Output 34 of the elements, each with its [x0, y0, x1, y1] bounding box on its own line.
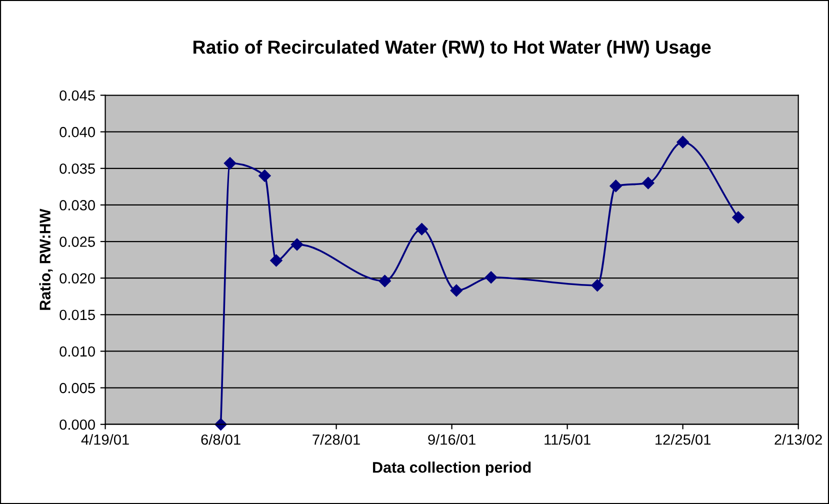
point	[732, 211, 744, 224]
x-tick-label: 9/16/01	[428, 434, 476, 445]
y-tick-label: 0.045	[60, 90, 95, 101]
x-tick-label: 11/5/01	[544, 434, 590, 445]
y-tick-label: 0.025	[60, 236, 95, 247]
point	[450, 284, 463, 297]
x-axis-title: Data collection period	[373, 462, 531, 476]
x-tick-label: 7/28/01	[312, 434, 360, 445]
y-tick-label: 0.030	[60, 200, 95, 210]
point	[290, 238, 304, 251]
y-tick-label: 0.035	[60, 163, 95, 174]
x-tick-label: 2/13/02	[774, 434, 822, 445]
point	[214, 418, 227, 430]
y-tick-label: 0.010	[60, 346, 95, 357]
point	[258, 170, 271, 182]
y-tick-label: 0.040	[60, 126, 95, 138]
point	[416, 223, 428, 236]
point	[676, 136, 689, 148]
point	[378, 274, 391, 288]
y-tick-label: 0.015	[60, 310, 95, 320]
x-tick-label: 6/8/01	[201, 434, 240, 445]
y-tick-label: 0.005	[60, 382, 95, 394]
y-axis-title: Ratio, RW:HW	[39, 208, 53, 310]
point	[610, 180, 622, 192]
x-tick-label: 4/19/01	[81, 434, 129, 445]
y-tick-label: 0.020	[60, 273, 95, 284]
y-tick-label: 0.000	[60, 419, 95, 430]
point	[224, 157, 236, 170]
chart-title: Ratio of Recirculated Water (RW) to Hot Water (HW) Usage	[194, 40, 711, 58]
point	[642, 176, 654, 190]
point	[270, 254, 282, 267]
x-tick-label: 12/25/01	[656, 434, 710, 445]
point	[591, 279, 604, 292]
point	[484, 271, 498, 284]
